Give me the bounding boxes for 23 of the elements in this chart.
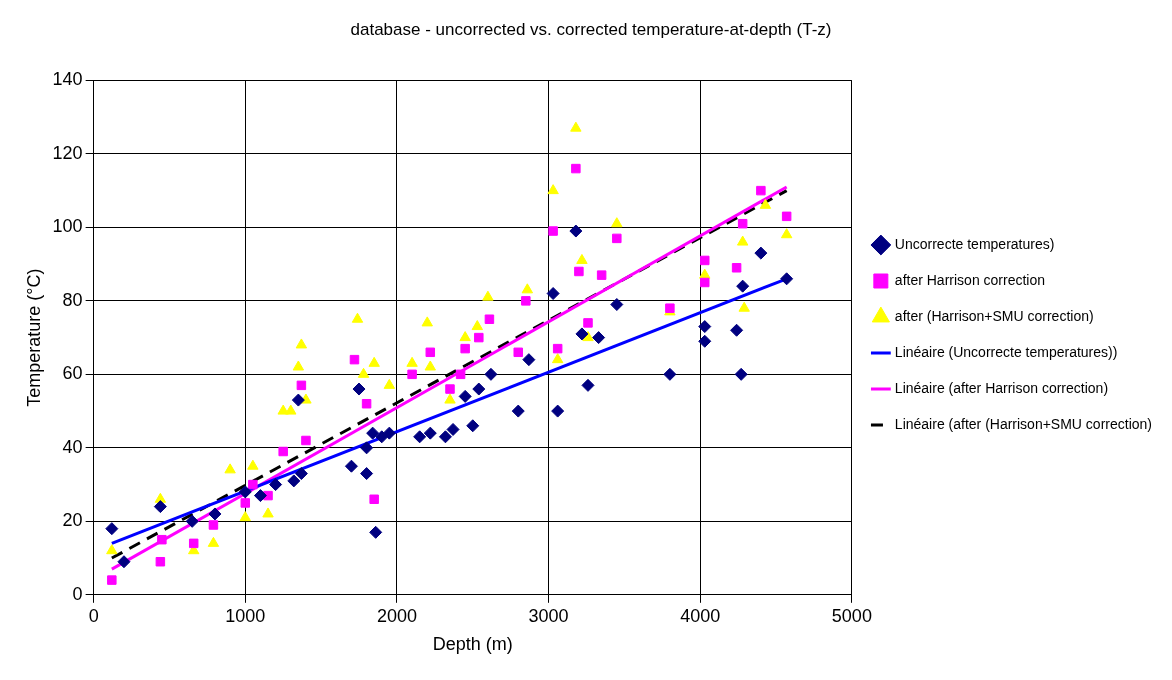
legend-label: after Harrison correction bbox=[894, 271, 1046, 288]
legend-label: after (Harrison+SMU correction) bbox=[894, 307, 1094, 324]
x-axis-title: Depth (m) bbox=[432, 634, 513, 655]
legend-label: Uncorrecte temperatures) bbox=[894, 235, 1055, 252]
y-tick-label: 100 bbox=[52, 216, 83, 237]
x-tick-label: 0 bbox=[88, 605, 99, 626]
y-tick-label: 120 bbox=[52, 142, 83, 163]
legend-label: Linéaire (after Harrison correction) bbox=[894, 379, 1109, 396]
x-tick-label: 2000 bbox=[376, 605, 417, 626]
y-tick-label: 0 bbox=[72, 583, 83, 604]
x-tick-label: 3000 bbox=[528, 605, 569, 626]
legend-label: Linéaire (Uncorrecte temperatures)) bbox=[894, 343, 1118, 360]
y-tick-label: 80 bbox=[62, 289, 83, 310]
y-tick-label: 140 bbox=[52, 69, 83, 90]
x-tick-label: 1000 bbox=[225, 605, 266, 626]
y-tick-label: 20 bbox=[62, 510, 83, 531]
y-tick-label: 60 bbox=[62, 363, 83, 384]
x-tick-label: 4000 bbox=[680, 605, 721, 626]
y-tick-label: 40 bbox=[62, 436, 83, 457]
x-tick-label: 5000 bbox=[831, 605, 872, 626]
legend-label: Linéaire (after (Harrison+SMU correction) bbox=[894, 415, 1152, 432]
y-axis-title: Temperature (°C) bbox=[23, 268, 44, 407]
chart-title: database - uncorrected vs. corrected temperature-at-depth (T-z) bbox=[350, 19, 832, 39]
